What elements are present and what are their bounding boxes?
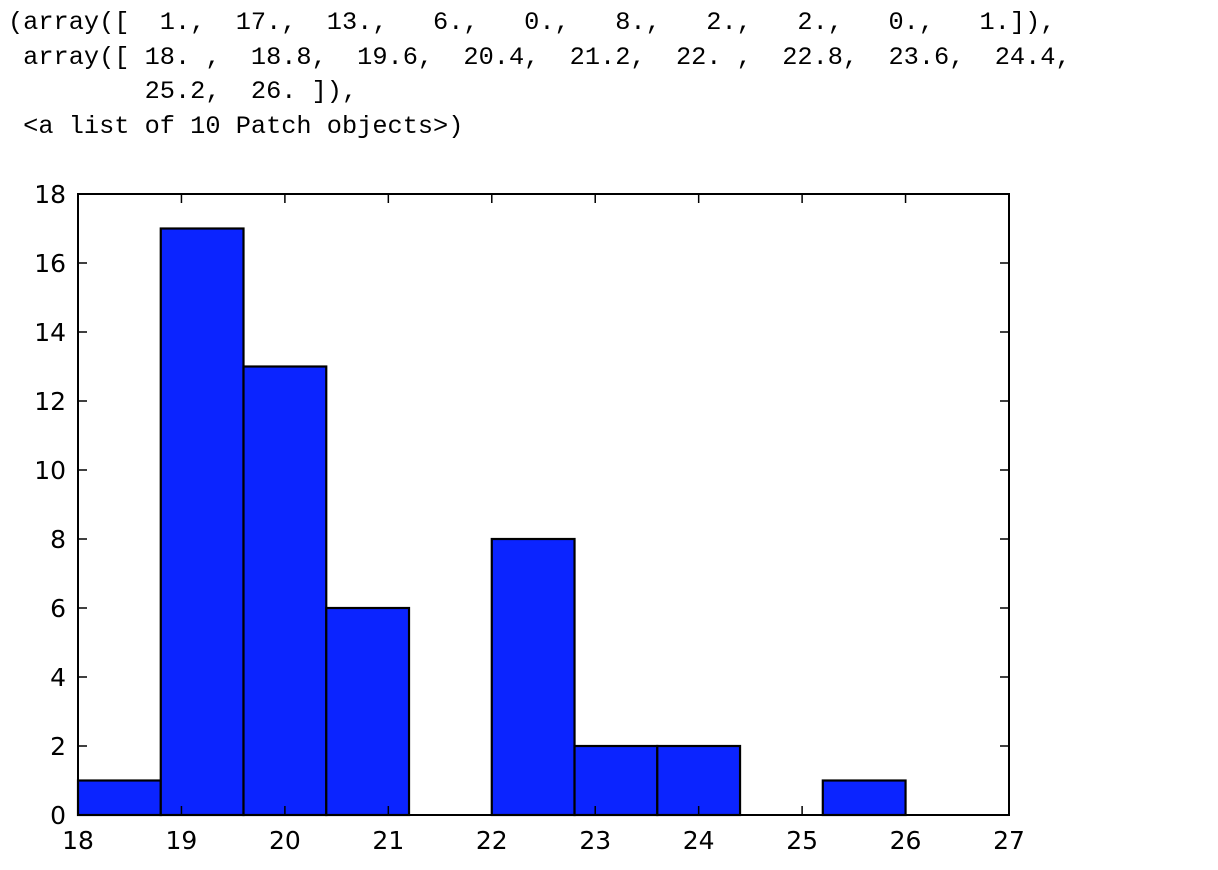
y-tick-label: 10 <box>34 456 66 485</box>
axes-frame <box>77 193 1010 816</box>
bars-group <box>76 227 907 817</box>
y-tick-label: 18 <box>34 180 66 209</box>
x-tick-label: 20 <box>269 826 301 855</box>
histogram-bar <box>159 227 245 817</box>
histogram-bar <box>573 744 659 817</box>
y-tick-label: 0 <box>50 801 66 830</box>
x-tick-label: 26 <box>890 826 922 855</box>
output-line: 25.2, 26. ]), <box>8 77 358 106</box>
y-tick-label: 8 <box>50 525 66 554</box>
y-tick-label: 12 <box>34 387 66 416</box>
x-tick-label: 19 <box>166 826 198 855</box>
y-tick-labels: 0 2 4 6 8 10 12 14 16 18 <box>34 180 66 830</box>
x-tick-label: 21 <box>372 826 404 855</box>
x-tick-label: 27 <box>993 826 1025 855</box>
output-line: <a list of 10 Patch objects>) <box>8 111 464 141</box>
histogram-bar <box>821 779 907 817</box>
y-tick-label: 14 <box>34 318 66 347</box>
x-tick-label: 24 <box>683 826 715 855</box>
x-tick-label: 18 <box>62 826 94 855</box>
histogram-bar <box>656 744 742 817</box>
x-tick-label: 25 <box>786 826 818 855</box>
output-line: array([ 18. , 18.8, 19.6, 20.4, 21.2, 22… <box>8 42 1071 72</box>
histogram-bar <box>76 779 162 817</box>
x-tick-label: 23 <box>579 826 611 855</box>
histogram-bar <box>325 606 411 817</box>
y-tick-label: 6 <box>50 594 66 623</box>
y-tick-label: 2 <box>50 732 66 761</box>
histogram-bar <box>242 365 328 817</box>
y-tick-label: 4 <box>50 663 66 692</box>
x-tick-labels: 18 19 20 21 22 23 24 25 26 27 <box>62 826 1025 855</box>
histogram-bar <box>490 537 576 817</box>
output-line: (array([ 1., 17., 13., 6., 0., 8., 2., 2… <box>8 8 1056 37</box>
y-tick-label: 16 <box>34 249 66 278</box>
x-tick-label: 22 <box>476 826 508 855</box>
cell-output-text: (array([ 1., 17., 13., 6., 0., 8., 2., 2… <box>8 6 1071 144</box>
